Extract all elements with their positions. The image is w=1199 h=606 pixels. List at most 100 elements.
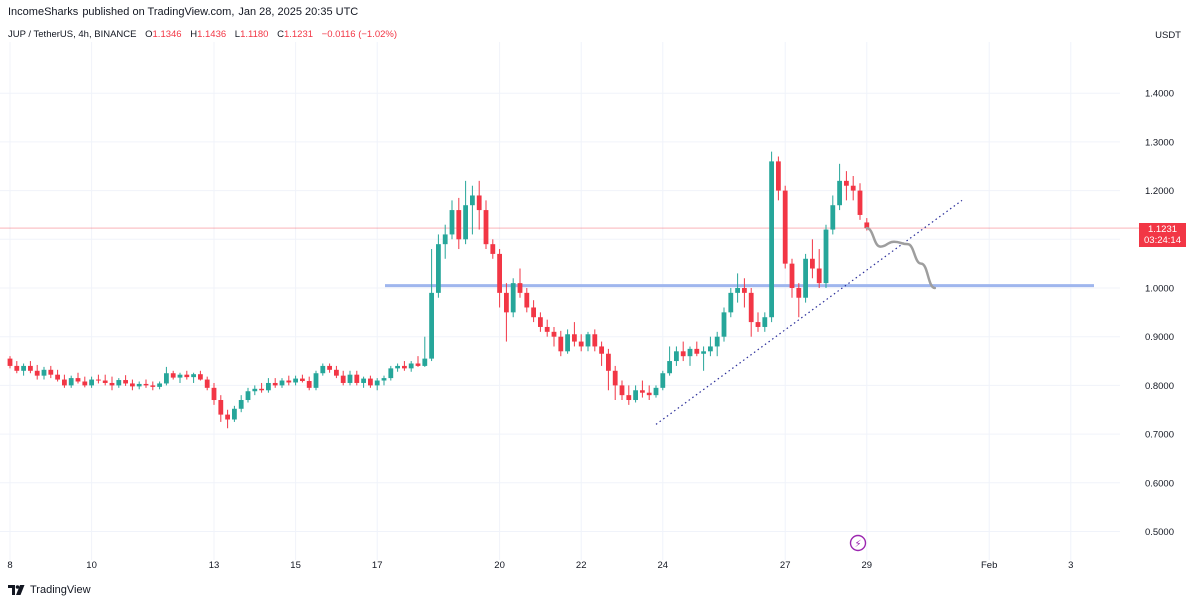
candle-body xyxy=(721,312,727,337)
candle xyxy=(782,185,788,269)
candle xyxy=(721,307,727,342)
y-tick-label: 0.6000 xyxy=(1145,478,1174,489)
candle xyxy=(483,200,489,250)
candle xyxy=(252,385,258,396)
candle xyxy=(123,375,128,386)
grid-lines xyxy=(0,42,1120,560)
candle xyxy=(748,288,754,337)
candle-body xyxy=(449,210,455,235)
candle xyxy=(633,385,638,403)
candle xyxy=(218,395,224,422)
candle-body xyxy=(7,358,13,366)
close-label: C xyxy=(277,29,284,40)
author-name[interactable]: IncomeSharks xyxy=(8,6,79,18)
candle-body xyxy=(476,195,482,211)
candle-body xyxy=(538,317,543,327)
candle-body xyxy=(82,381,88,386)
x-axis[interactable]: 8 10 13 15 17 20 22 24 27 29 Feb 3 xyxy=(7,560,1073,571)
candle-body xyxy=(823,229,829,284)
symbol-label[interactable]: JUP / TetherUS, 4h, BINANCE xyxy=(8,29,137,40)
candle xyxy=(796,283,802,318)
candle xyxy=(497,249,502,308)
candle-body xyxy=(742,288,747,293)
candle xyxy=(327,363,332,373)
candle xyxy=(538,312,543,332)
candle-body xyxy=(415,363,421,366)
candle xyxy=(374,378,380,391)
candle xyxy=(177,372,183,383)
candle xyxy=(109,376,115,391)
y-tick-label: 0.9000 xyxy=(1145,332,1174,343)
candle xyxy=(55,369,60,382)
candle xyxy=(578,334,584,352)
overlay-layer: ⚡ xyxy=(655,199,963,552)
candle xyxy=(708,336,713,357)
candle-body xyxy=(782,190,788,264)
candle-body xyxy=(674,351,679,362)
candle xyxy=(735,273,740,303)
candle-body xyxy=(653,387,659,396)
low-label: L xyxy=(234,29,241,40)
candle xyxy=(395,363,400,372)
candle xyxy=(184,370,190,380)
candle xyxy=(102,374,108,386)
candle xyxy=(810,239,815,279)
candle xyxy=(626,385,632,405)
candle-body xyxy=(714,336,720,347)
candle-body xyxy=(816,268,822,284)
candle xyxy=(803,253,808,303)
candle xyxy=(286,375,292,386)
y-tick-label: 0.8000 xyxy=(1145,381,1174,392)
y-axis[interactable]: 1.40001.30001.20001.10001.00000.90000.80… xyxy=(1145,89,1174,538)
candle-body xyxy=(96,379,101,381)
candle xyxy=(776,156,781,201)
candle-body xyxy=(708,346,713,352)
candle-body xyxy=(850,185,856,191)
candle xyxy=(354,370,360,386)
candle-body xyxy=(232,408,237,420)
candle xyxy=(89,376,94,388)
candle-body xyxy=(334,369,339,376)
candle xyxy=(470,185,475,235)
low-value: 1.1180 xyxy=(240,29,269,40)
candle-body xyxy=(694,348,700,354)
candle xyxy=(293,375,298,386)
candle-body xyxy=(184,374,190,378)
event-marker[interactable]: ⚡ xyxy=(849,534,867,552)
candle-body xyxy=(599,346,604,354)
tradingview-footer[interactable]: TradingView xyxy=(8,584,91,596)
candle xyxy=(334,365,339,379)
candle xyxy=(75,372,81,384)
candle-body xyxy=(238,400,244,409)
candle xyxy=(674,346,679,366)
y-tick-label: 1.4000 xyxy=(1145,89,1174,100)
candle xyxy=(830,195,836,235)
candle xyxy=(544,319,550,337)
candle xyxy=(136,381,142,390)
candle-body xyxy=(164,373,169,384)
bar-countdown: 03:24:14 xyxy=(1144,235,1181,246)
candle-body xyxy=(68,378,74,386)
candle xyxy=(62,374,67,388)
lightning-icon: ⚡ xyxy=(854,539,861,550)
candle xyxy=(585,331,591,352)
candle xyxy=(259,382,264,393)
candle-body xyxy=(150,385,156,387)
candle-body xyxy=(272,382,278,386)
candle-body xyxy=(612,370,618,386)
candle xyxy=(837,163,842,211)
candle-body xyxy=(633,390,638,401)
candle xyxy=(742,278,747,308)
candle-body xyxy=(252,388,258,392)
candle xyxy=(436,234,441,298)
candle-body xyxy=(109,382,115,386)
candle-body xyxy=(395,365,400,369)
candle xyxy=(272,378,278,388)
candle-body xyxy=(143,383,149,386)
candle xyxy=(238,395,244,413)
candle xyxy=(82,376,88,388)
candle-body xyxy=(313,373,319,388)
candle xyxy=(517,268,523,298)
candle-body xyxy=(463,205,468,240)
